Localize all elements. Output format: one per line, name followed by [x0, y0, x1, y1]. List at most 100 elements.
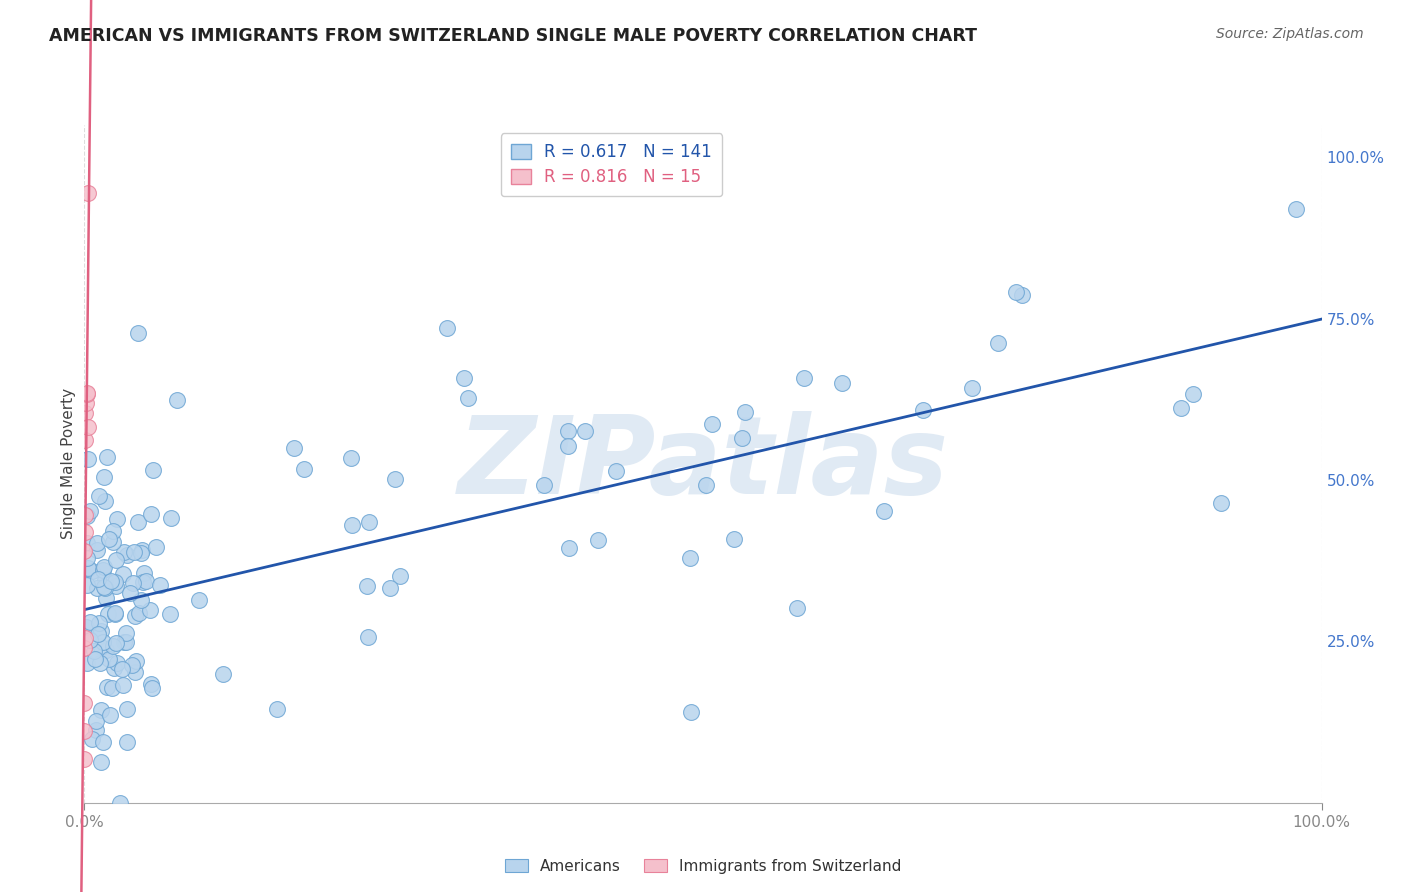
Point: [73, 508, 96, 522]
Point: [695, 477, 717, 491]
Point: [77, 561, 100, 575]
Point: [104, 574, 127, 589]
Point: [77, 420, 100, 434]
Point: [76, 535, 98, 549]
Point: [723, 533, 745, 547]
Point: [101, 681, 124, 695]
Point: [127, 326, 149, 340]
Point: [91, 635, 114, 649]
Point: [1211, 495, 1233, 509]
Point: [115, 548, 138, 562]
Point: [436, 320, 458, 334]
Point: [793, 371, 815, 385]
Point: [131, 546, 153, 560]
Point: [73, 696, 96, 710]
Legend: R = 0.617   N = 141, R = 0.816   N = 15: R = 0.617 N = 141, R = 0.816 N = 15: [501, 133, 723, 196]
Point: [76, 657, 98, 671]
Point: [141, 681, 163, 696]
Point: [80, 564, 103, 578]
Point: [73, 632, 96, 646]
Point: [1005, 285, 1028, 300]
Point: [128, 606, 150, 620]
Point: [166, 393, 188, 408]
Point: [588, 533, 610, 547]
Point: [356, 579, 378, 593]
Point: [89, 616, 111, 631]
Point: [84, 652, 107, 666]
Point: [79, 632, 101, 647]
Point: [90, 640, 112, 654]
Point: [86, 536, 108, 550]
Point: [73, 406, 96, 420]
Point: [96, 680, 118, 694]
Point: [679, 705, 702, 719]
Point: [87, 627, 110, 641]
Point: [94, 493, 117, 508]
Point: [122, 545, 145, 559]
Point: [86, 582, 108, 596]
Point: [283, 441, 305, 455]
Point: [90, 702, 112, 716]
Point: [73, 640, 96, 655]
Point: [84, 714, 107, 728]
Point: [1182, 386, 1205, 401]
Point: [292, 462, 315, 476]
Point: [134, 566, 156, 580]
Point: [76, 509, 98, 524]
Text: ZIPatlas: ZIPatlas: [457, 411, 949, 516]
Point: [90, 755, 112, 769]
Point: [93, 470, 115, 484]
Point: [142, 463, 165, 477]
Point: [79, 615, 101, 629]
Point: [73, 544, 96, 558]
Point: [84, 723, 107, 737]
Point: [873, 504, 896, 518]
Point: [75, 396, 97, 410]
Point: [90, 624, 112, 638]
Point: [94, 574, 117, 588]
Point: [359, 516, 381, 530]
Point: [384, 472, 406, 486]
Point: [730, 431, 752, 445]
Point: [104, 606, 127, 620]
Point: [266, 702, 288, 716]
Text: AMERICAN VS IMMIGRANTS FROM SWITZERLAND SINGLE MALE POVERTY CORRELATION CHART: AMERICAN VS IMMIGRANTS FROM SWITZERLAND …: [49, 27, 977, 45]
Point: [388, 569, 411, 583]
Point: [187, 593, 209, 607]
Point: [962, 381, 984, 395]
Point: [75, 434, 97, 448]
Point: [73, 723, 96, 738]
Point: [340, 450, 363, 465]
Point: [86, 543, 108, 558]
Point: [76, 386, 98, 401]
Point: [786, 601, 808, 615]
Point: [75, 620, 97, 634]
Point: [115, 635, 138, 649]
Point: [76, 550, 98, 565]
Point: [118, 586, 141, 600]
Point: [135, 574, 157, 588]
Point: [93, 560, 115, 574]
Point: [1285, 202, 1308, 216]
Point: [114, 626, 136, 640]
Point: [79, 504, 101, 518]
Point: [117, 735, 139, 749]
Point: [457, 391, 479, 405]
Point: [93, 581, 115, 595]
Point: [357, 630, 380, 644]
Point: [557, 439, 579, 453]
Point: [110, 796, 132, 810]
Point: [105, 656, 128, 670]
Point: [159, 607, 181, 622]
Point: [73, 524, 96, 539]
Point: [93, 580, 115, 594]
Point: [453, 370, 475, 384]
Point: [831, 376, 853, 390]
Point: [97, 607, 120, 621]
Point: [100, 574, 122, 589]
Point: [87, 490, 110, 504]
Point: [76, 578, 98, 592]
Point: [91, 563, 114, 577]
Point: [101, 524, 124, 539]
Point: [73, 752, 96, 766]
